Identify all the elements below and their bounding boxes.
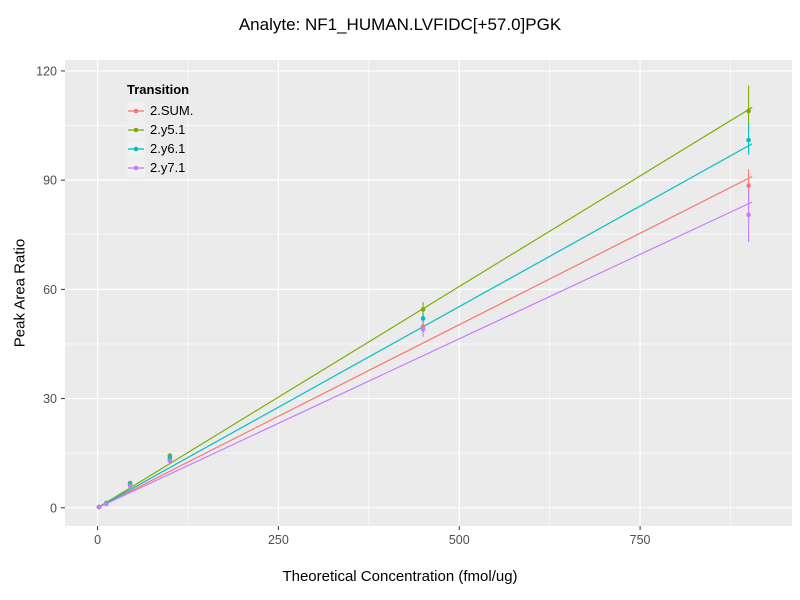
data-point-2.y6.1 — [420, 316, 426, 321]
chart-title: Analyte: NF1_HUMAN.LVFIDC[+57.0]PGK — [238, 15, 562, 34]
legend-label: 2.y7.1 — [150, 159, 186, 175]
fit-line-2.y7.1 — [97, 201, 753, 509]
legend-item: 2.y5.1 — [127, 120, 193, 139]
legend-key-swatch — [127, 139, 145, 158]
y-tick-label: 60 — [43, 283, 57, 297]
legend-item: 2.y7.1 — [127, 158, 193, 177]
x-tick-label: 750 — [630, 533, 651, 547]
legend-title: Transition — [127, 82, 190, 97]
y-tick-label: 90 — [43, 174, 57, 188]
data-point-2.y7.1 — [127, 483, 133, 489]
data-point-2.y7.1 — [420, 327, 426, 332]
data-point-2.y7.1 — [167, 458, 173, 464]
data-point-2.y7.1 — [103, 501, 109, 507]
y-axis-title: Peak Area Ratio — [11, 238, 29, 348]
y-tick-label: 30 — [43, 392, 57, 406]
data-point-2.SUM. — [746, 183, 751, 188]
legend-label: 2.y6.1 — [150, 140, 186, 156]
data-point-2.y6.1 — [746, 137, 751, 143]
legend-item: 2.SUM. — [127, 101, 193, 120]
data-point-2.y5.1 — [746, 108, 751, 114]
x-tick-label: 0 — [94, 533, 101, 547]
x-tick-label: 250 — [268, 533, 289, 547]
data-point-2.y7.1 — [746, 212, 751, 218]
x-tick-label: 500 — [449, 533, 470, 547]
legend-key-swatch — [127, 120, 145, 139]
legend-label: 2.y5.1 — [150, 121, 186, 137]
y-tick-label: 0 — [50, 501, 57, 515]
legend-key-swatch — [127, 158, 145, 177]
legend-label: 2.SUM. — [150, 102, 194, 118]
fit-line-2.y5.1 — [97, 106, 753, 509]
y-tick-label: 120 — [36, 64, 57, 78]
data-point-2.y5.1 — [420, 307, 426, 312]
panel-background — [65, 60, 792, 526]
legend-item: 2.y6.1 — [127, 139, 193, 158]
fit-line-2.SUM. — [97, 175, 753, 509]
legend-key-swatch — [127, 101, 145, 120]
x-axis-title: Theoretical Concentration (fmol/ug) — [282, 568, 518, 585]
legend: Transition 2.SUM. 2.y5.1 2.y6.1 2.y7.1 — [127, 82, 193, 177]
data-point-2.y7.1 — [96, 504, 102, 510]
